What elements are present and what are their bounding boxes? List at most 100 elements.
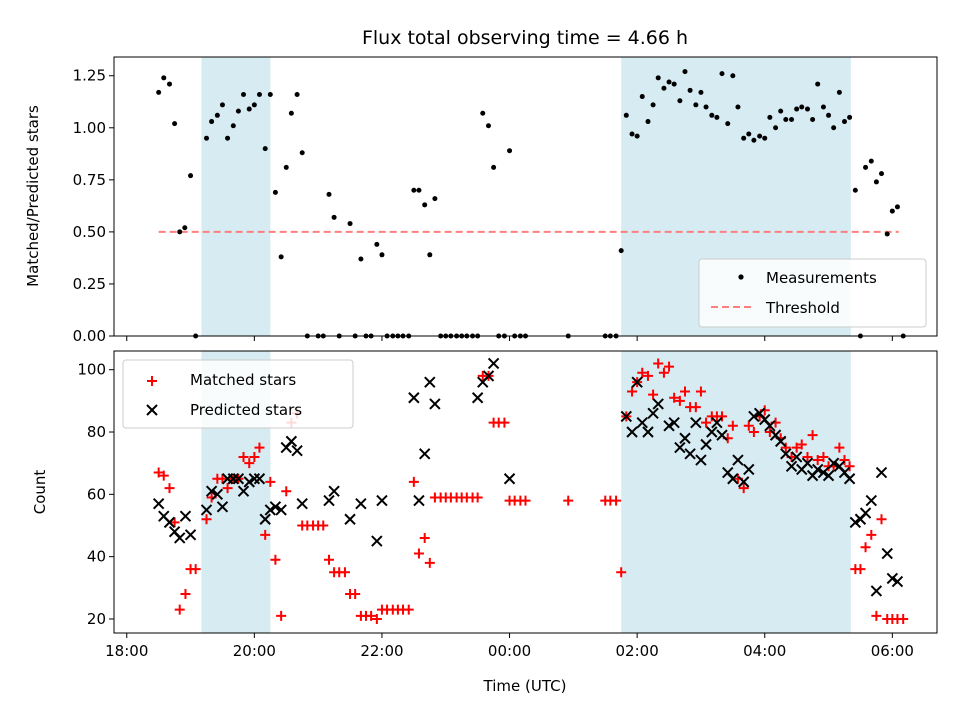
- matched-star-point: [727, 420, 738, 431]
- matched-star-point: [169, 517, 180, 528]
- predicted-star-point: [870, 585, 883, 597]
- predicted-star-point: [253, 473, 266, 485]
- bottom-x-axis-label: Time (UTC): [483, 677, 567, 695]
- measurement-point: [230, 123, 236, 129]
- top-legend: Measurements Threshold: [698, 258, 927, 328]
- matched-star-point: [563, 495, 574, 506]
- predicted-star-point: [642, 426, 654, 438]
- bottom-legend-box: [122, 359, 354, 429]
- legend-measurements-marker: [738, 274, 744, 280]
- predicted-star-point: [429, 398, 441, 410]
- measurement-point: [863, 164, 869, 170]
- predicted-star-point: [743, 463, 755, 476]
- measurement-point: [331, 214, 337, 220]
- measurement-point: [820, 104, 826, 110]
- measurement-point: [868, 158, 874, 164]
- predicted-star-point: [695, 454, 707, 466]
- measurement-point: [815, 81, 821, 87]
- measurement-point: [507, 148, 513, 154]
- matched-star-point: [164, 483, 175, 494]
- predicted-star-point: [700, 438, 712, 451]
- measurement-point: [272, 189, 278, 195]
- measurement-point: [639, 94, 645, 100]
- predicted-star-point: [668, 416, 680, 429]
- predicted-star-point: [408, 392, 420, 404]
- matched-star-point: [791, 442, 802, 453]
- predicted-star-point: [843, 473, 856, 485]
- measurement-point: [878, 171, 884, 177]
- matched-star-point: [839, 455, 850, 466]
- top-ytick-label-0: 0.00: [73, 327, 106, 345]
- measurement-point: [358, 256, 364, 262]
- measurement-point: [167, 81, 173, 87]
- matched-star-point: [201, 514, 212, 525]
- matched-star-point: [611, 495, 622, 506]
- legend-predicted-marker: [146, 404, 158, 416]
- measurement-point: [219, 102, 225, 108]
- matched-star-point: [748, 427, 759, 438]
- top-ytick-label-2: 0.50: [73, 223, 106, 241]
- predicted-star-point: [774, 435, 787, 448]
- matched-star-point: [690, 402, 701, 413]
- predicted-star-point: [237, 485, 250, 497]
- matched-star-point: [716, 411, 727, 422]
- predicted-star-point: [647, 407, 659, 420]
- predicted-star-point: [652, 398, 664, 410]
- predicted-star-point: [184, 529, 197, 541]
- measurement-point: [804, 106, 810, 112]
- measurement-point: [379, 252, 385, 258]
- predicted-star-point: [679, 432, 691, 444]
- measurement-point: [177, 229, 183, 235]
- measurement-point: [262, 146, 268, 152]
- predicted-star-point: [636, 416, 648, 429]
- predicted-star-point: [737, 476, 750, 488]
- matched-star-point: [679, 386, 690, 397]
- measurement-point: [884, 231, 890, 237]
- measurement-point: [847, 114, 853, 120]
- measurement-point: [161, 75, 167, 81]
- predicted-star-point: [684, 448, 696, 460]
- matched-star-point: [664, 361, 675, 372]
- measurement-point: [703, 104, 709, 110]
- bottom-ytick-label-2: 60: [87, 485, 106, 503]
- matched-star-point: [844, 461, 855, 472]
- predicted-star-point: [690, 416, 702, 429]
- matched-star-point: [403, 604, 414, 615]
- measurement-point: [645, 119, 651, 125]
- matched-star-point: [701, 417, 712, 428]
- matched-star-point: [153, 467, 164, 478]
- predicted-star-point: [827, 457, 840, 469]
- measurement-point: [182, 225, 188, 231]
- bottom-xtick-label-6: 06:00: [871, 642, 914, 660]
- measurement-point: [661, 85, 667, 91]
- predicted-star-point: [881, 547, 893, 560]
- matched-star-point: [408, 476, 419, 487]
- measurement-point: [204, 135, 210, 141]
- matched-star-point: [658, 367, 669, 378]
- predicted-star-point: [482, 370, 495, 382]
- legend-threshold-label: Threshold: [765, 299, 840, 317]
- measurement-point: [783, 116, 789, 122]
- predicted-star-point: [663, 420, 675, 432]
- predicted-star-point: [801, 457, 814, 469]
- measurement-point: [634, 133, 640, 139]
- predicted-star-point: [503, 473, 516, 485]
- matched-star-point: [265, 476, 276, 487]
- predicted-star-point: [323, 494, 335, 507]
- predicted-star-point: [328, 485, 340, 497]
- measurement-point: [209, 119, 215, 125]
- measurement-point: [623, 112, 629, 118]
- matched-star-point: [674, 395, 685, 406]
- measurement-point: [299, 150, 305, 156]
- measurement-point: [172, 121, 178, 127]
- measurement-point: [235, 108, 241, 114]
- matched-star-point: [860, 542, 871, 553]
- matched-star-point: [158, 470, 169, 481]
- matched-star-point: [276, 610, 287, 621]
- bottom-xtick-label-2: 22:00: [360, 642, 403, 660]
- predicted-star-point: [748, 410, 760, 423]
- predicted-star-point: [413, 494, 425, 507]
- measurement-point: [241, 91, 247, 97]
- matched-star-point: [244, 458, 255, 469]
- predicted-star-point: [296, 497, 308, 510]
